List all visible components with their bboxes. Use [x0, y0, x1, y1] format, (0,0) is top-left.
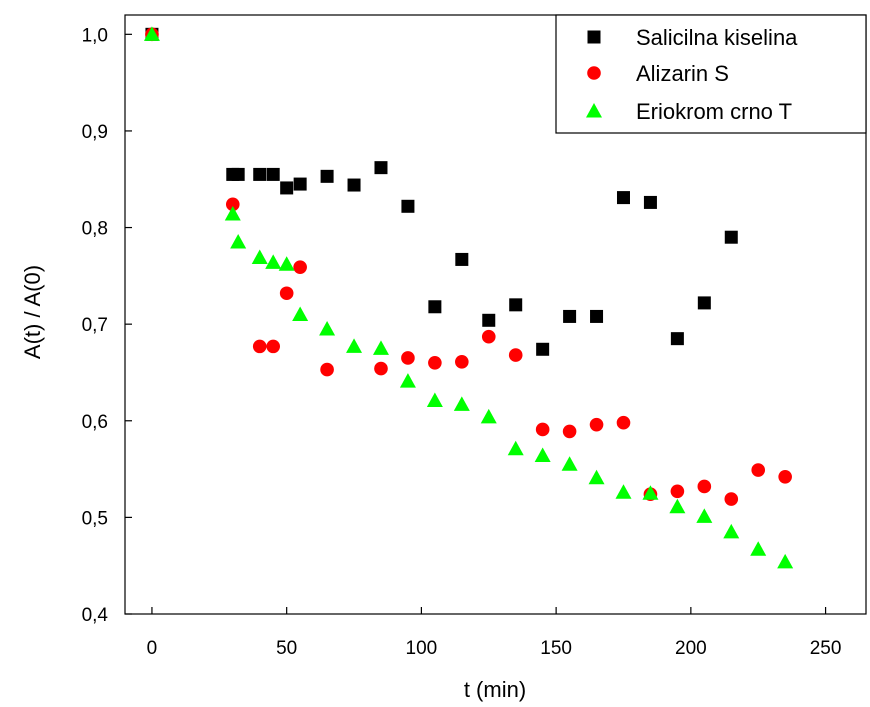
point-alizarin-s: [724, 492, 739, 506]
legend-label-eriokrom-crno-t: Eriokrom crno T: [636, 99, 792, 124]
point-salicilna-kiselina: [231, 167, 245, 181]
point-salicilna-kiselina: [670, 332, 684, 346]
point-alizarin-s: [535, 422, 550, 437]
x-tick-label: 150: [540, 638, 572, 659]
point-eriokrom-crno-t: [251, 249, 268, 264]
point-salicilna-kiselina: [374, 161, 388, 175]
point-alizarin-s: [616, 415, 631, 430]
point-eriokrom-crno-t: [642, 485, 659, 500]
y-axis: 0,4 0,5 0,6 0,7 0,8 0,9 1,0: [82, 25, 132, 626]
point-salicilna-kiselina: [724, 230, 738, 244]
y-tick-label: 0,7: [82, 315, 108, 336]
point-alizarin-s: [225, 197, 240, 212]
legend-marker-alizarin-s: [587, 66, 601, 80]
point-salicilna-kiselina: [401, 199, 415, 213]
point-alizarin-s: [481, 329, 496, 344]
data-marks: [143, 26, 794, 569]
legend: Salicilna kiselina Alizarin S Eriokrom crn…: [555, 14, 867, 134]
point-salicilna-kiselina: [266, 167, 280, 181]
point-eriokrom-crno-t: [346, 338, 363, 353]
point-salicilna-kiselina: [428, 300, 442, 314]
point-eriokrom-crno-t: [723, 523, 740, 539]
point-alizarin-s: [778, 470, 792, 484]
point-alizarin-s: [589, 417, 604, 432]
point-salicilna-kiselina: [455, 252, 469, 266]
legend-label-salicilna-kiselina: Salicilna kiselina: [636, 25, 798, 50]
point-alizarin-s: [401, 351, 415, 365]
point-eriokrom-crno-t: [480, 408, 497, 424]
point-eriokrom-crno-t: [230, 234, 247, 249]
point-salicilna-kiselina: [563, 309, 577, 323]
point-salicilna-kiselina: [590, 309, 604, 323]
point-eriokrom-crno-t: [453, 396, 470, 411]
point-eriokrom-crno-t: [426, 392, 443, 407]
point-eriokrom-crno-t: [777, 553, 794, 569]
point-alizarin-s: [670, 484, 685, 499]
point-eriokrom-crno-t: [588, 469, 605, 485]
point-eriokrom-crno-t: [750, 541, 767, 556]
point-salicilna-kiselina: [253, 167, 267, 181]
x-tick-label: 100: [406, 638, 438, 659]
y-tick-label: 0,5: [82, 508, 108, 529]
point-eriokrom-crno-t: [224, 206, 241, 221]
point-alizarin-s: [455, 355, 469, 369]
y-tick-label: 0,8: [82, 219, 108, 240]
x-tick-label: 200: [675, 638, 707, 659]
point-salicilna-kiselina: [697, 296, 711, 310]
point-eriokrom-crno-t: [534, 447, 551, 463]
x-tick-label: 250: [810, 638, 842, 659]
y-tick-label: 0,6: [82, 412, 108, 433]
legend-marker-eriokrom-crno-t: [586, 103, 602, 118]
legend-box: [555, 14, 867, 134]
point-eriokrom-crno-t: [265, 254, 282, 269]
x-axis-title: t (min): [464, 677, 526, 702]
point-alizarin-s: [697, 479, 712, 494]
point-salicilna-kiselina: [509, 298, 523, 312]
y-tick-label: 1,0: [82, 25, 108, 46]
point-alizarin-s: [374, 361, 388, 376]
x-tick-label: 0: [147, 638, 158, 659]
point-salicilna-kiselina: [643, 195, 657, 209]
point-alizarin-s: [562, 424, 577, 439]
point-salicilna-kiselina: [280, 181, 294, 195]
point-eriokrom-crno-t: [292, 306, 309, 321]
legend-label-alizarin-s: Alizarin S: [636, 61, 729, 86]
point-alizarin-s: [266, 339, 281, 354]
point-alizarin-s: [252, 339, 267, 354]
point-salicilna-kiselina: [536, 342, 550, 356]
plot-frame: [124, 14, 867, 615]
point-salicilna-kiselina: [293, 177, 307, 191]
point-salicilna-kiselina: [616, 191, 630, 205]
point-eriokrom-crno-t: [372, 340, 389, 355]
point-alizarin-s: [428, 356, 442, 370]
x-axis: 0 50 100 150 200 250: [147, 607, 842, 659]
point-salicilna-kiselina: [482, 313, 496, 327]
point-eriokrom-crno-t: [561, 456, 578, 471]
point-salicilna-kiselina: [320, 169, 334, 183]
point-alizarin-s: [508, 348, 523, 362]
y-tick-label: 0,4: [82, 605, 109, 626]
point-eriokrom-crno-t: [319, 320, 336, 336]
point-eriokrom-crno-t: [399, 373, 416, 388]
point-eriokrom-crno-t: [507, 440, 524, 456]
point-alizarin-s: [320, 362, 334, 377]
point-eriokrom-crno-t: [696, 508, 713, 523]
legend-marker-salicilna-kiselina: [587, 30, 601, 44]
point-alizarin-s: [293, 260, 307, 274]
point-alizarin-s: [751, 463, 766, 477]
point-eriokrom-crno-t: [143, 26, 160, 41]
point-eriokrom-crno-t: [615, 484, 632, 499]
point-alizarin-s: [279, 286, 294, 301]
x-tick-label: 50: [276, 638, 297, 659]
point-eriokrom-crno-t: [278, 256, 295, 271]
y-axis-title: A(t) / A(0): [20, 265, 45, 359]
point-eriokrom-crno-t: [669, 498, 686, 514]
point-salicilna-kiselina: [347, 178, 361, 192]
y-tick-label: 0,9: [82, 122, 108, 143]
